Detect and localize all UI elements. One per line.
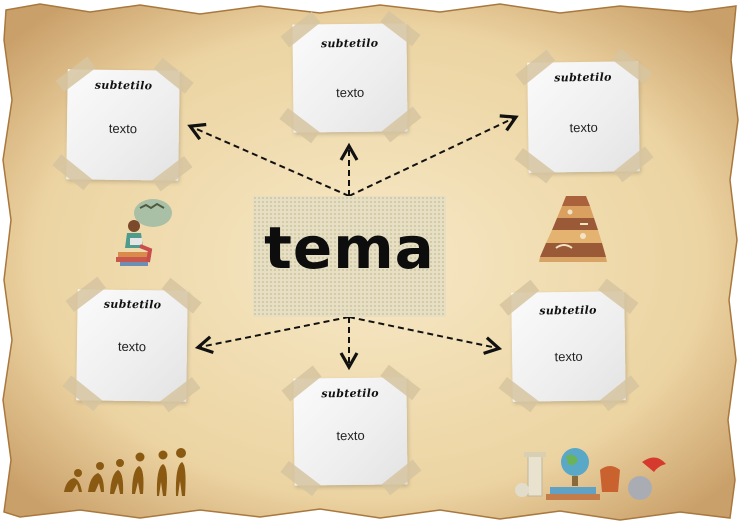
note-card-bottom-center: subtetilo texto: [280, 364, 422, 497]
rock-strata-fossils-illustration: [539, 196, 607, 262]
note-text: texto: [569, 119, 598, 136]
note-text: texto: [117, 338, 147, 355]
note-subtitle: subtetilo: [94, 78, 153, 93]
note-text: texto: [108, 120, 138, 137]
note-card-top-center: subtetilo texto: [279, 10, 422, 144]
human-evolution-silhouettes: [64, 448, 186, 496]
note-text: texto: [554, 348, 583, 365]
arrow-to-bottom-right: [348, 316, 503, 355]
history-artifacts-illustration: [515, 448, 666, 500]
note-subtitle: subtetilo: [321, 386, 379, 401]
note-card-top-left: subtetilo texto: [52, 56, 194, 192]
note-card-bottom-left: subtetilo texto: [62, 276, 202, 413]
arrow-to-top-right: [348, 114, 519, 197]
note-subtitle: subtetilo: [103, 297, 162, 312]
connector-arrows: [187, 114, 519, 371]
central-topic-box: tema: [253, 196, 446, 317]
note-subtitle: subtetilo: [320, 36, 379, 51]
note-text: texto: [336, 427, 365, 444]
note-card-bottom-right: subtetilo texto: [498, 278, 640, 413]
reading-person-illustration: [116, 199, 172, 266]
note-text: texto: [335, 84, 365, 101]
note-subtitle: subtetilo: [554, 70, 612, 85]
central-topic-title: tema: [264, 214, 435, 282]
arrow-to-bottom-left: [194, 316, 350, 354]
note-subtitle: subtetilo: [539, 303, 597, 318]
arrow-to-top-left: [187, 122, 350, 197]
note-card-top-right: subtetilo texto: [514, 48, 654, 184]
